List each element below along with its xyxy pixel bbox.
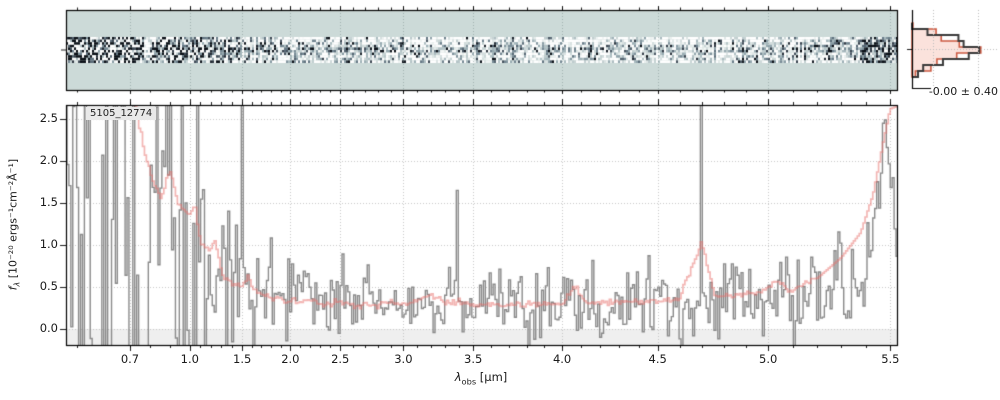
x-tick-label-3.5: 3.5 — [464, 352, 483, 366]
x-tick-label-2.5: 2.5 — [331, 352, 350, 366]
x-axis-label-subscript: obs — [461, 376, 477, 387]
y-tick-label-0.0: 0.0 — [39, 321, 58, 335]
y-tick-label-1.0: 1.0 — [39, 237, 58, 251]
x-axis-label: λobs [μm] — [455, 370, 508, 386]
x-tick-label-5.0: 5.0 — [759, 352, 778, 366]
histogram-stats-label: -0.00 ± 0.40 — [928, 85, 998, 98]
y-tick-label-1.5: 1.5 — [39, 195, 58, 209]
x-tick-label-0.7: 0.7 — [120, 352, 140, 366]
y-tick-label-0.5: 0.5 — [39, 279, 58, 293]
x-axis-label-symbol: λ — [454, 370, 462, 384]
source-id-label: 5105_12774 — [86, 107, 157, 120]
x-tick-label-4.0: 4.0 — [552, 352, 572, 366]
y-tick-label-2.5: 2.5 — [39, 111, 58, 125]
y-axis-label-units: [10⁻²⁰ ergs⁻¹cm⁻²Å⁻¹] — [6, 158, 20, 282]
y-tick-label-2.0: 2.0 — [39, 153, 58, 167]
x-axis-label-units: [μm] — [476, 370, 508, 384]
x-tick-label-2.0: 2.0 — [281, 352, 300, 366]
x-tick-label-1.0: 1.0 — [180, 352, 199, 366]
x-tick-label-5.5: 5.5 — [881, 352, 900, 366]
x-tick-label-4.5: 4.5 — [648, 352, 667, 366]
x-tick-label-1.5: 1.5 — [233, 352, 252, 366]
x-tick-label-3.0: 3.0 — [394, 352, 413, 366]
